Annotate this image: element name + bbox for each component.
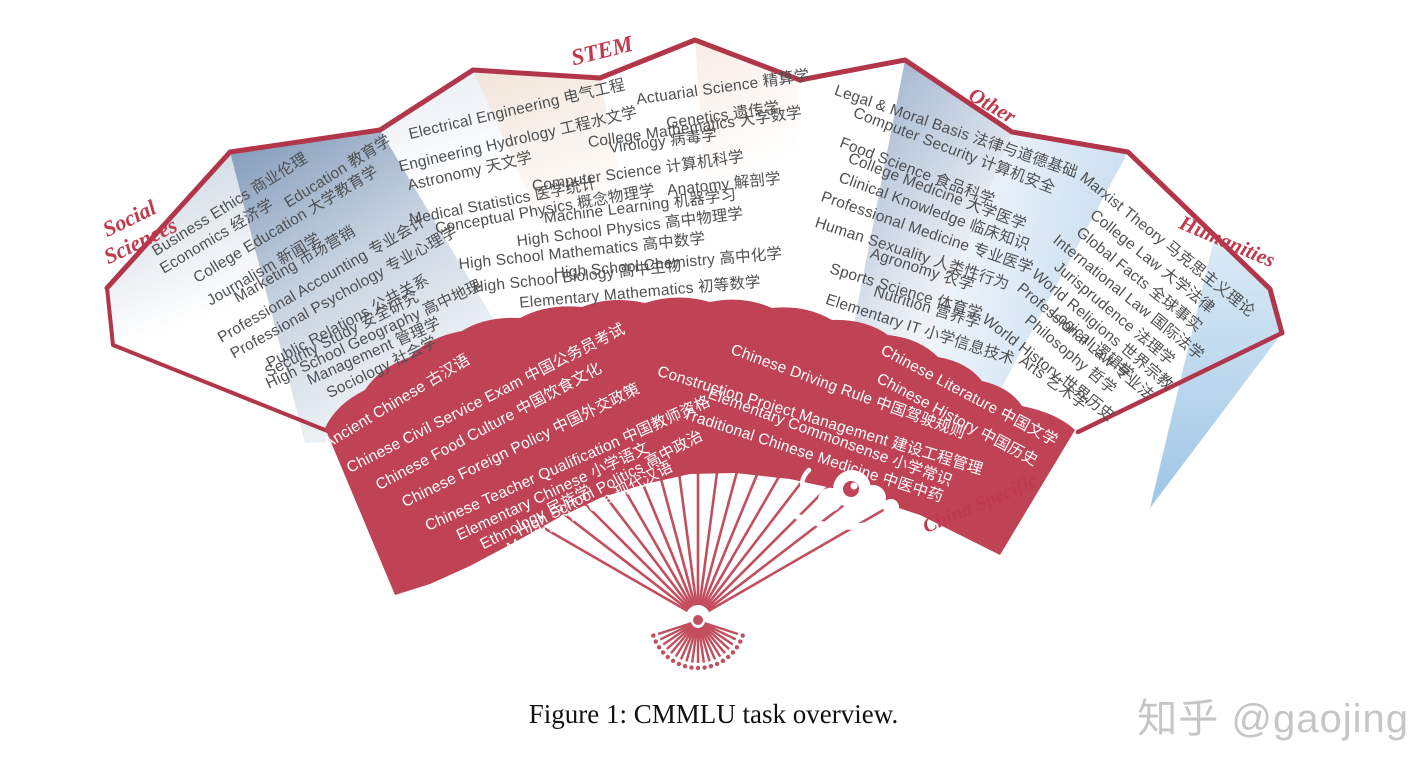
tail-tip [714,661,720,667]
tail-blade [665,624,694,650]
tail-blade [685,627,698,662]
tail-tip [653,639,658,644]
tail-tip [670,658,676,664]
china-specific-band [325,297,1075,595]
tail-tip [730,650,736,655]
rib [707,503,894,613]
tail-blade [679,626,697,660]
tail-tip [660,650,666,655]
tail-tip [689,665,694,670]
tail-blade [662,623,693,646]
rib [675,452,698,606]
trim-right [1075,330,1285,435]
tail-blade [670,625,695,654]
rib [702,460,790,608]
rib [706,487,867,611]
watermark: 知乎 @gaojing [1137,697,1409,741]
tail-blade [659,622,693,641]
figure-caption: Figure 1: CMMLU task overview. [528,699,899,729]
tail-tip [695,665,701,671]
rib [704,466,814,609]
fan-trim [104,37,1285,435]
tail-blade [703,622,737,641]
tail-tip [651,633,656,638]
tail-blade [674,626,696,658]
tail-tip [726,654,731,660]
tail-tip [676,661,682,667]
tail-tip [734,645,740,650]
tail-blade [698,627,711,662]
task-label: Actuarial Science 精算学 [635,67,811,109]
tail-blade [690,627,699,663]
tail-blade [703,623,734,646]
blade-panel [900,132,1128,428]
blade-panel [695,40,800,380]
rib [699,453,743,606]
category-label-2: Other [964,82,1021,129]
tail-blade [704,622,739,636]
tail-tip [740,633,745,638]
rib [698,452,721,606]
rib [701,456,766,607]
tail-blade [657,622,692,636]
tail-blade [701,625,726,654]
pivot-knot [693,615,703,625]
cloud-icon [793,467,899,530]
blade-panel [107,152,305,443]
tail-fan [651,615,745,671]
tail-blade [699,626,717,660]
tail-tip [708,663,714,669]
tail-tip [682,663,688,669]
blade-panel [840,60,1012,412]
tail-tip [702,665,707,670]
fan-structure [325,297,1075,671]
tail-blade [697,627,706,663]
rib [705,475,840,610]
tail-blade [700,626,722,658]
trim-top [104,37,1285,336]
tail-tip [665,654,670,660]
blade-panel [1150,235,1282,508]
tail-tip [738,639,743,644]
tail-tip [720,658,726,664]
tail-tip [656,645,662,650]
trim-left [105,286,332,434]
category-label-1: STEM [568,30,636,71]
tail-blade [702,624,731,650]
